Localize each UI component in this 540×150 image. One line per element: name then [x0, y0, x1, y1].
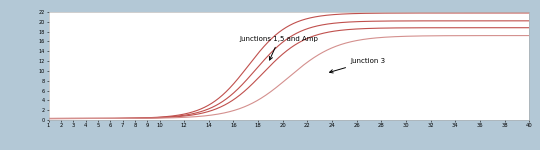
- Text: Junction 3: Junction 3: [329, 58, 386, 73]
- Text: Junctions 1,5 and Amp: Junctions 1,5 and Amp: [240, 36, 319, 60]
